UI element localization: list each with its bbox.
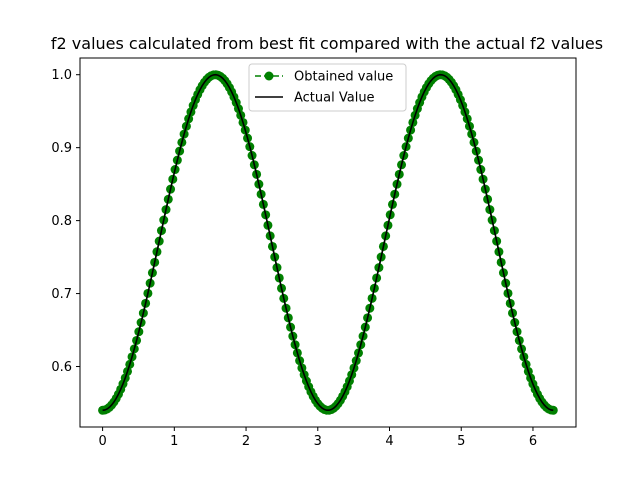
series-layer bbox=[98, 70, 558, 415]
legend-label-obtained-value: Obtained value bbox=[294, 70, 393, 85]
y-tick-label: 1.0 bbox=[51, 68, 72, 83]
series-line-actual-value bbox=[102, 73, 554, 412]
x-tick-label: 2 bbox=[242, 434, 250, 449]
x-axis-ticks: 0 1 2 3 4 5 6 bbox=[98, 427, 537, 449]
y-axis-ticks: 0.6 0.7 0.8 0.9 1.0 bbox=[51, 68, 80, 375]
chart-title: f2 values calculated from best fit compa… bbox=[51, 34, 603, 53]
legend-label-actual-value: Actual Value bbox=[294, 91, 375, 106]
x-tick-label: 0 bbox=[98, 434, 106, 449]
y-tick-label: 0.8 bbox=[51, 214, 72, 229]
x-tick-label: 5 bbox=[457, 434, 465, 449]
x-tick-label: 3 bbox=[314, 434, 322, 449]
x-tick-label: 4 bbox=[385, 434, 393, 449]
plot-area bbox=[80, 58, 576, 427]
y-tick-label: 0.9 bbox=[51, 141, 72, 156]
x-tick-label: 6 bbox=[529, 434, 537, 449]
plot-frame bbox=[79, 57, 577, 428]
y-tick-label: 0.7 bbox=[51, 287, 72, 302]
legend: Obtained value Actual Value bbox=[248, 63, 407, 112]
x-tick-label: 1 bbox=[170, 434, 178, 449]
y-tick-label: 0.6 bbox=[51, 360, 72, 375]
legend-marker-obtained-value bbox=[264, 71, 274, 81]
legend-box bbox=[248, 63, 407, 112]
